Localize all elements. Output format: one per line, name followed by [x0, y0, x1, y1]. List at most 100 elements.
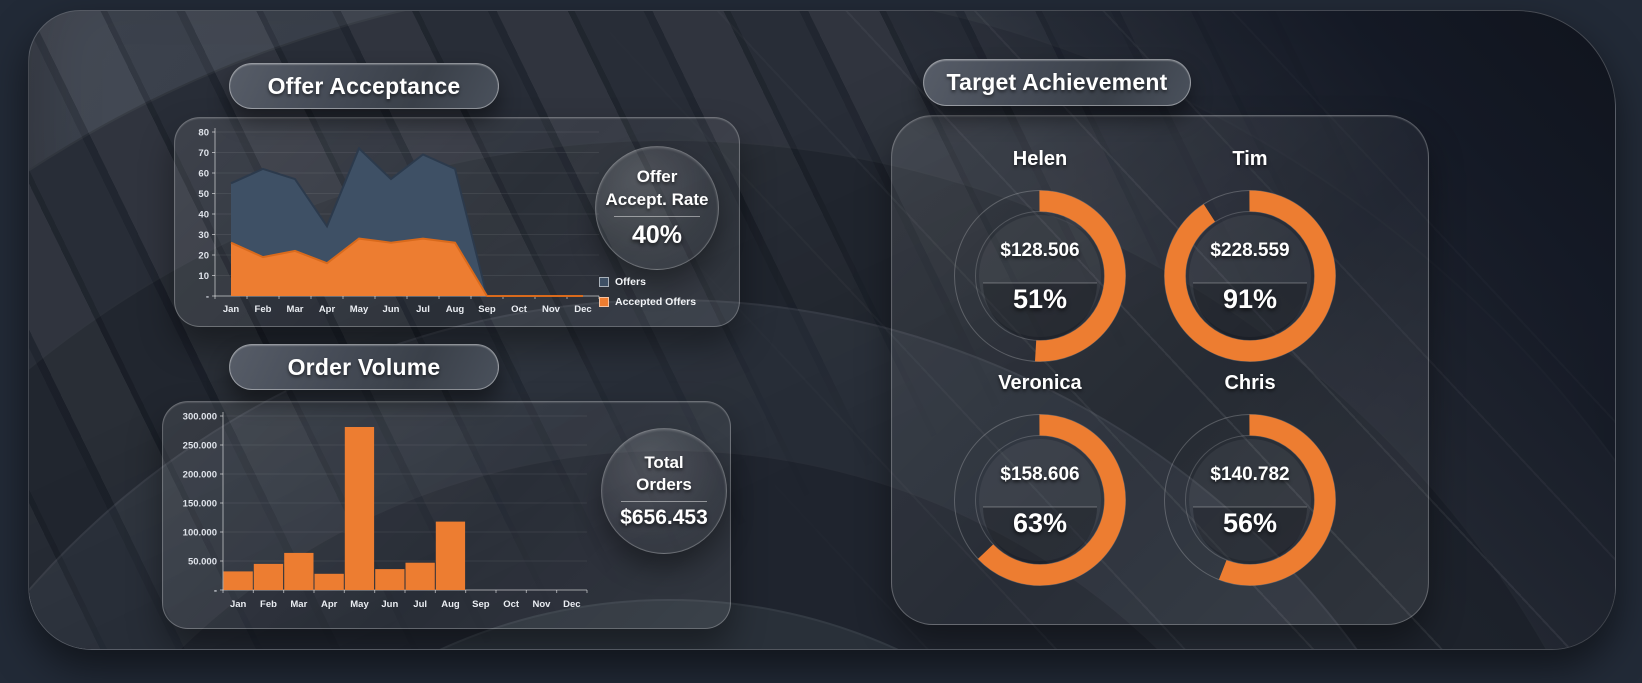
x-tick-label: Jun: [381, 599, 398, 610]
target-achievement-title-label: Target Achievement: [946, 69, 1168, 95]
legend: Offers Accepted Offers: [599, 276, 696, 308]
x-tick-label: May: [350, 599, 369, 610]
offer-accept-rate-badge: Offer Accept. Rate 40%: [595, 146, 719, 270]
donut-cell-veronica: Veronica $158.606 63%: [935, 372, 1145, 588]
legend-item-offers: Offers: [599, 276, 696, 288]
offer-acceptance-area-chart: 80 70 60 50 40 30 20 10 - Jan Feb Mar Apr May Jun Jul Au…: [198, 128, 600, 315]
y-tick-label: 200.000: [183, 470, 217, 481]
x-tick-label: Jan: [223, 304, 240, 315]
inner-disc: [979, 439, 1101, 561]
person-name: Tim: [1232, 148, 1268, 170]
y-tick-label: 300.000: [183, 412, 217, 423]
x-tick-label: May: [350, 304, 369, 315]
y-tick-label: 80: [198, 128, 209, 139]
inner-disc: [1189, 439, 1311, 561]
donut-ring-svg: [1164, 190, 1336, 362]
bar: [253, 563, 284, 590]
x-tick-label: Nov: [542, 304, 561, 315]
y-tick-label: 40: [198, 210, 209, 221]
offer-acceptance-panel: 80 70 60 50 40 30 20 10 - Jan Feb Mar Apr May Jun Jul Au…: [174, 117, 740, 327]
inner-bowl: [1193, 283, 1307, 340]
donut-ring-svg: [954, 190, 1126, 362]
y-tick-label: 20: [198, 251, 209, 262]
x-tick-label: Sep: [478, 304, 496, 315]
x-tick-label: Oct: [511, 304, 528, 315]
x-tick-label: Feb: [260, 599, 277, 610]
background-corner-shade: [29, 11, 1615, 649]
donut-percent: 51%: [1012, 284, 1068, 314]
order-volume-title: Order Volume: [229, 344, 499, 390]
x-tick-label: Apr: [319, 304, 336, 315]
donut-amount: $140.782: [1210, 464, 1290, 485]
percent-arc: [954, 190, 1126, 362]
donut-amount: $158.606: [1000, 464, 1080, 485]
bar: [405, 562, 435, 590]
y-tick-label: 50: [198, 189, 209, 200]
donut-ring-svg: [954, 414, 1126, 586]
x-tick-label: Aug: [446, 304, 465, 315]
donut-ring-svg: [1164, 414, 1336, 586]
y-tick-label: 60: [198, 169, 209, 180]
donut-percent: 91%: [1222, 284, 1278, 314]
offers-swatch-icon: [599, 277, 609, 287]
order-volume-panel: 300.000 250.000 200.000 150.000 100.000 50.00…: [162, 401, 731, 629]
x-tick-label: Dec: [563, 599, 580, 610]
x-tick-label: Apr: [321, 599, 338, 610]
y-tick-label: 10: [198, 271, 209, 282]
donut-chart-chris: $140.782 56%: [1162, 412, 1338, 588]
bar: [223, 571, 253, 590]
x-tick-label: Sep: [472, 599, 490, 610]
person-name: Veronica: [998, 372, 1082, 394]
offer-acceptance-title-label: Offer Acceptance: [267, 72, 461, 99]
badge-label-line: Total: [644, 452, 684, 472]
target-achievement-title: Target Achievement: [923, 59, 1191, 106]
y-tick-label: -: [214, 586, 217, 597]
inner-disc: [1189, 215, 1311, 337]
x-tick-label: Jul: [416, 304, 430, 315]
total-orders-value: $656.453: [620, 506, 708, 530]
y-tick-label: 100.000: [183, 528, 217, 539]
donut-percent: 56%: [1222, 508, 1278, 538]
x-tick-label: Oct: [503, 599, 520, 610]
inner-bowl: [983, 507, 1097, 564]
person-name: Chris: [1224, 372, 1276, 394]
y-tick-label: -: [206, 292, 209, 303]
x-tick-label: Nov: [533, 599, 552, 610]
dashboard-card: Offer Acceptance 80 70 60 50 40 30 20 10 - Jan Feb…: [28, 10, 1616, 650]
inner-bowl: [1193, 507, 1307, 564]
donut-cell-helen: Helen $128.506 51%: [935, 148, 1145, 364]
bar: [314, 573, 344, 590]
x-tick-label: Aug: [441, 599, 460, 610]
order-volume-title-label: Order Volume: [287, 353, 441, 380]
accepted-offers-swatch-icon: [599, 297, 609, 307]
percent-arc: [1164, 190, 1336, 362]
badge-label-line: Offer: [636, 167, 678, 187]
bar: [375, 569, 405, 590]
donut-percent: 63%: [1012, 508, 1068, 538]
donut-chart-tim: $228.559 91%: [1162, 188, 1338, 364]
legend-label: Accepted Offers: [615, 296, 697, 308]
y-tick-label: 70: [198, 148, 209, 159]
target-achievement-panel: Helen $128.506 51% Tim $228.559 91% Vero…: [891, 115, 1429, 625]
area-edge: [230, 237, 583, 297]
y-tick-label: 50.000: [188, 557, 217, 568]
x-tick-label: Feb: [255, 304, 272, 315]
donut-cell-tim: Tim $228.559 91%: [1145, 148, 1355, 364]
percent-arc: [954, 414, 1126, 586]
x-tick-label: Jul: [413, 599, 427, 610]
x-tick-label: Jun: [383, 304, 400, 315]
y-tick-label: 150.000: [183, 499, 217, 510]
badge-label-line: Accept. Rate: [605, 189, 709, 209]
bar: [284, 552, 314, 590]
legend-item-accepted-offers: Accepted Offers: [599, 296, 696, 308]
order-volume-bar-chart: 300.000 250.000 200.000 150.000 100.000 50.00…: [183, 412, 588, 610]
inner-bowl: [983, 283, 1097, 340]
legend-label: Offers: [615, 276, 646, 288]
donut-amount: $128.506: [1000, 240, 1080, 261]
inner-disc: [979, 215, 1101, 337]
y-tick-label: 250.000: [183, 441, 217, 452]
offer-acceptance-title: Offer Acceptance: [229, 63, 499, 109]
donut-amount: $228.559: [1210, 240, 1290, 261]
bar: [435, 521, 466, 590]
badge-divider: [614, 215, 700, 217]
